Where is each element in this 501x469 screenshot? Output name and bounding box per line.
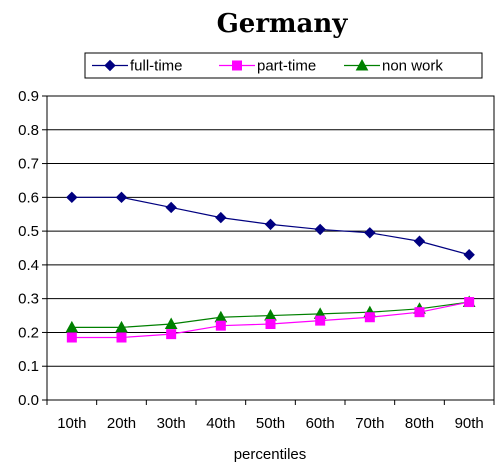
y-tick-label: 0.3 [18,291,39,308]
data-point-part-time [166,329,177,340]
data-point-non-work [164,317,178,329]
x-tick-label: 70th [355,415,384,432]
legend-marker [104,59,116,72]
gridlines [47,95,494,401]
data-point-full-time [314,223,326,236]
data-point-part-time [66,332,77,343]
data-point-part-time [364,312,375,323]
plot-area-frame [46,95,495,401]
y-tick-label: 0.4 [18,257,39,274]
y-tick-label: 0.7 [18,156,39,173]
y-axis: 0.0 0.1 0.2 0.3 0.4 0.5 0.6 0.7 0.8 0.9 [18,88,47,409]
x-axis-label: percentiles [234,446,307,463]
legend-item-full-time: full-time [92,58,183,75]
data-point-full-time [364,227,376,239]
y-tick-label: 0.5 [18,223,39,240]
data-point-non-work [115,320,128,333]
data-point-full-time [115,191,128,204]
data-point-part-time [265,319,276,329]
legend: full-time part-time non work [84,52,483,79]
legend-item-part-time: part-time [219,58,316,75]
y-tick-label: 0.2 [18,324,39,341]
data-point-part-time [315,315,326,326]
x-tick-label: 20th [107,415,136,432]
y-tick-label: 0.0 [18,392,39,409]
legend-label: part-time [257,58,316,75]
x-tick-label: 90th [455,415,484,432]
y-tick-label: 0.9 [18,88,39,105]
legend-marker [355,58,369,71]
x-tick-label: 50th [256,415,285,432]
y-tick-label: 0.1 [18,358,39,375]
x-tick-label: 30th [157,415,186,432]
data-point-full-time [463,249,475,261]
data-point-full-time [165,201,177,214]
x-tick-label: 60th [306,415,335,432]
y-tick-label: 0.8 [18,122,39,139]
x-tick-label: 10th [57,415,86,432]
y-tick-label: 0.6 [18,189,39,206]
x-axis: 10th 20th 30th 40th 50th 60th 70th 80th 90th [46,400,495,432]
data-point-full-time [413,235,426,247]
series-full-time [66,191,475,261]
series-part-time [66,297,475,343]
data-point-part-time [215,320,226,331]
data-point-full-time [215,211,227,224]
data-point-part-time [116,332,127,343]
x-tick-label: 80th [405,415,434,432]
legend-label: full-time [130,58,183,75]
legend-marker [232,60,242,71]
data-point-full-time [66,191,78,204]
legend-box [84,52,483,79]
data-point-part-time [414,307,425,318]
series-group [65,191,476,343]
legend-item-non-work: non work [344,58,443,75]
chart-title: Germany [217,9,349,39]
data-point-non-work [65,320,79,333]
x-tick-label: 40th [206,415,235,432]
data-point-full-time [264,218,277,231]
data-point-part-time [464,297,475,308]
legend-label: non work [382,58,443,75]
